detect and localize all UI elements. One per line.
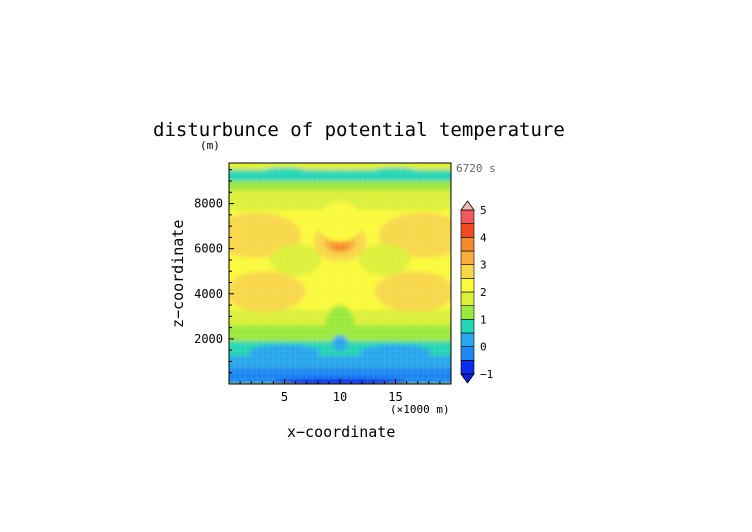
x-tick-label: 5 [281,390,288,404]
x-axis-ticks: 5 10 15 [239,379,441,404]
colorbar: −1 0 1 2 3 4 5 [460,200,493,384]
low-cool-1 [359,344,432,361]
warm-lobe-low-1 [374,271,451,312]
colorbar-segment [460,223,475,238]
colorbar-segment [460,264,475,279]
colorbar-tick-label: 0 [480,341,487,354]
colorbar-tick-label: −1 [480,368,493,381]
colorbar-segment [460,346,475,361]
cool-arm-1 [358,244,410,276]
time-label: 6720 s [456,162,496,175]
band-top [229,169,451,182]
peak-core [331,239,349,251]
y-axis-ticks: 2000 4000 6000 8000 [194,169,234,374]
column-gap [332,259,348,283]
band-cap [229,163,451,170]
column-cold [332,335,348,352]
column-low [325,305,355,346]
colorbar-tick-label: 4 [480,231,487,244]
y-unit-label: (m) [200,139,220,152]
colorbar-over-triangle [460,200,475,211]
top-cool-0 [255,167,314,182]
colorbar-tick-label: 5 [480,204,487,217]
x-tick-label: 10 [333,390,347,404]
cool-arm-0 [270,244,322,276]
column-upper [317,201,363,242]
colorbar-tick-label: 2 [480,286,487,299]
x-tick-label: 15 [388,390,402,404]
colorbar-tick-label: 3 [480,259,487,272]
colorbar-segment [460,237,475,252]
colorbar-segment [460,291,475,306]
y-axis-label: z−coordinate [169,220,187,328]
band-upper [229,190,451,211]
y-tick-label: 8000 [194,197,223,211]
y-tick-label: 6000 [194,242,223,256]
band-top-lower [229,181,451,191]
y-tick-label: 2000 [194,332,223,346]
colorbar-under-triangle [460,373,475,384]
potential-temperature-field [229,163,451,384]
x-unit-label: (×1000 m) [390,403,450,416]
colorbar-segment [460,305,475,320]
chart-title: disturbunce of potential temperature [153,119,565,141]
heatmap-plot: 5 10 15 2000 4000 6000 8000 [194,162,452,404]
low-cool-0 [248,344,321,361]
colorbar-tick-label: 1 [480,313,487,326]
colorbar-segment [460,278,475,293]
top-cool-1 [366,167,425,182]
colorbar-segment [460,332,475,347]
y-tick-label: 4000 [194,287,223,301]
warm-lobe-low-0 [229,271,306,312]
colorbar-segment [460,360,475,375]
x-axis-label: x−coordinate [287,423,395,441]
colorbar-segment [460,319,475,334]
colorbar-segment [460,209,475,224]
colorbar-segment [460,250,475,265]
